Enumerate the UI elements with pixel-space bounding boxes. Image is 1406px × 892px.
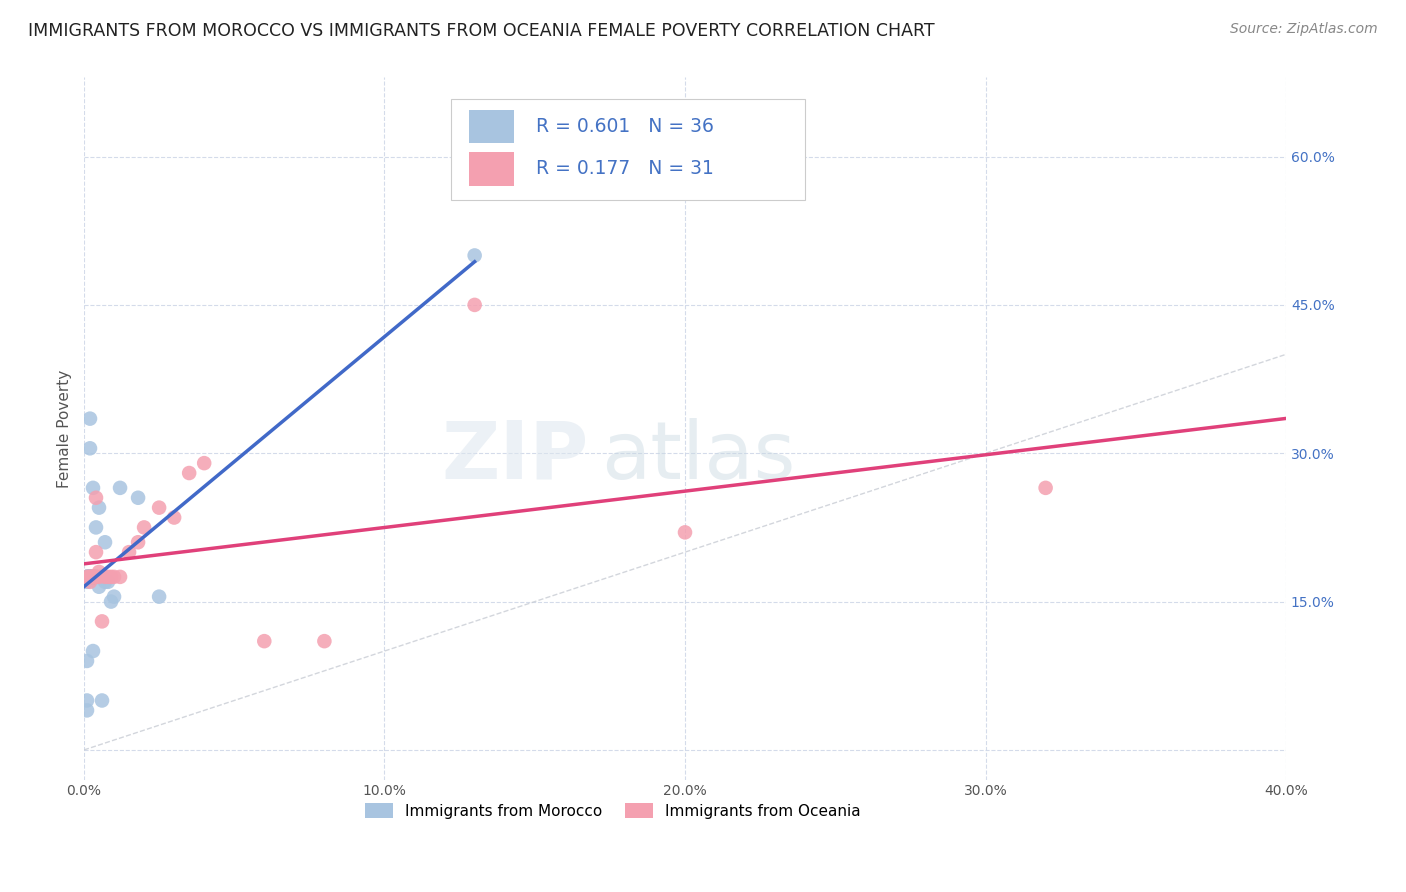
Point <box>84 570 107 584</box>
Point <box>100 570 122 584</box>
Point <box>314 634 336 648</box>
Point <box>91 615 114 629</box>
Point <box>82 570 104 584</box>
Point <box>464 298 486 312</box>
Point <box>76 703 98 717</box>
Point <box>79 442 101 456</box>
Text: ZIP: ZIP <box>441 417 589 496</box>
Text: R = 0.177   N = 31: R = 0.177 N = 31 <box>536 159 714 178</box>
Text: IMMIGRANTS FROM MOROCCO VS IMMIGRANTS FROM OCEANIA FEMALE POVERTY CORRELATION CH: IMMIGRANTS FROM MOROCCO VS IMMIGRANTS FR… <box>28 22 935 40</box>
Point <box>91 570 114 584</box>
Point <box>79 570 101 584</box>
Point <box>87 500 110 515</box>
Point <box>76 574 98 589</box>
Legend: Immigrants from Morocco, Immigrants from Oceania: Immigrants from Morocco, Immigrants from… <box>359 797 866 824</box>
Point <box>148 590 170 604</box>
Point <box>82 644 104 658</box>
FancyBboxPatch shape <box>450 98 806 201</box>
Point <box>94 570 117 584</box>
Point <box>76 570 98 584</box>
Point <box>673 525 696 540</box>
Point <box>97 570 120 584</box>
FancyBboxPatch shape <box>468 110 515 144</box>
Point <box>76 570 98 584</box>
Point <box>79 574 101 589</box>
Point <box>127 535 149 549</box>
Point <box>163 510 186 524</box>
Point <box>108 481 131 495</box>
Point <box>79 570 101 584</box>
Point <box>76 570 98 584</box>
Text: atlas: atlas <box>600 417 796 496</box>
Point <box>79 570 101 584</box>
Point <box>76 570 98 584</box>
Point <box>103 590 125 604</box>
FancyBboxPatch shape <box>468 152 515 186</box>
Point <box>132 520 155 534</box>
Point <box>148 500 170 515</box>
Point <box>82 570 104 584</box>
Point <box>84 491 107 505</box>
Point <box>76 693 98 707</box>
Point <box>84 570 107 584</box>
Point <box>79 570 101 584</box>
Point <box>84 570 107 584</box>
Point <box>97 574 120 589</box>
Text: R = 0.601   N = 36: R = 0.601 N = 36 <box>536 117 714 136</box>
Point <box>76 570 98 584</box>
Point <box>82 570 104 584</box>
Point <box>82 570 104 584</box>
Point <box>253 634 276 648</box>
Point <box>79 570 101 584</box>
Point <box>100 594 122 608</box>
Point <box>118 545 141 559</box>
Point <box>91 693 114 707</box>
Point <box>87 580 110 594</box>
Text: Source: ZipAtlas.com: Source: ZipAtlas.com <box>1230 22 1378 37</box>
Point <box>127 491 149 505</box>
Point <box>87 565 110 579</box>
Point <box>82 481 104 495</box>
Point <box>193 456 215 470</box>
Y-axis label: Female Poverty: Female Poverty <box>58 369 72 488</box>
Point <box>79 411 101 425</box>
Point <box>82 570 104 584</box>
Point <box>87 570 110 584</box>
Point <box>108 570 131 584</box>
Point <box>79 570 101 584</box>
Point <box>82 570 104 584</box>
Point <box>94 574 117 589</box>
Point <box>1035 481 1057 495</box>
Point <box>84 520 107 534</box>
Point <box>79 570 101 584</box>
Point <box>179 466 201 480</box>
Point <box>84 545 107 559</box>
Point <box>82 570 104 584</box>
Point <box>464 248 486 262</box>
Point <box>94 535 117 549</box>
Point <box>103 570 125 584</box>
Point <box>76 654 98 668</box>
